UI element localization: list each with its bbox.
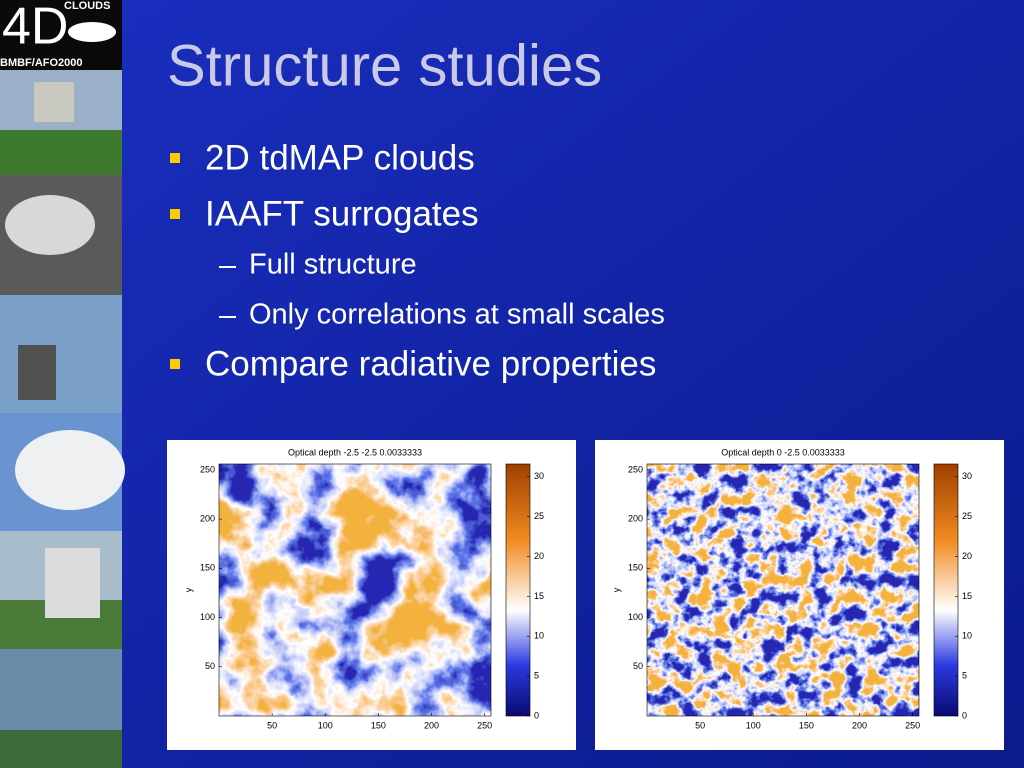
bullet-text: Compare radiative properties — [205, 344, 656, 383]
y-tick-label: 50 — [205, 661, 215, 671]
logo-bottom: BMBF/AFO2000 — [0, 57, 83, 69]
y-tick-label: 250 — [200, 464, 215, 474]
photo-object — [18, 345, 56, 400]
colorbar-tick-label: 0 — [962, 710, 967, 720]
sub-bullet-text: Only correlations at small scales — [249, 299, 665, 331]
bullet-marker — [170, 359, 180, 369]
y-tick-label: 100 — [200, 612, 215, 622]
y-axis-label: y — [611, 587, 621, 592]
photo-object — [34, 82, 74, 122]
photo-object — [45, 548, 100, 618]
sub-bullet-dash — [219, 266, 236, 268]
logo-top: CLOUDS — [64, 0, 110, 12]
y-tick-label: 50 — [633, 661, 643, 671]
y-tick-label: 100 — [628, 612, 643, 622]
sub-bullet-dash — [219, 316, 236, 318]
y-axis-label: y — [183, 587, 193, 592]
figure-title: Optical depth -2.5 -2.5 0.0033333 — [288, 447, 422, 457]
bullet-marker — [170, 209, 180, 219]
bullet-text: IAAFT surrogates — [205, 194, 479, 233]
colorbar-tick-label: 10 — [962, 631, 972, 641]
colorbar-tick-label: 25 — [534, 511, 544, 521]
colorbar-tick-label: 30 — [962, 471, 972, 481]
sub-bullet-text: Full structure — [249, 249, 417, 281]
x-tick-label: 250 — [905, 720, 920, 730]
x-tick-label: 100 — [746, 720, 761, 730]
colorbar-tick-label: 15 — [962, 591, 972, 601]
y-tick-label: 200 — [200, 514, 215, 524]
colorbar-tick-label: 5 — [534, 671, 539, 681]
x-tick-label: 150 — [799, 720, 814, 730]
colorbar-tick-label: 20 — [962, 551, 972, 561]
figure-title: Optical depth 0 -2.5 0.0033333 — [721, 447, 845, 457]
slide-title: Structure studies — [167, 33, 602, 98]
x-tick-label: 200 — [852, 720, 867, 730]
heatmap — [647, 464, 919, 716]
logo-big: 4D — [2, 0, 68, 56]
colorbar-tick-label: 20 — [534, 551, 544, 561]
x-tick-label: 200 — [424, 720, 439, 730]
plot-frame — [646, 463, 920, 717]
sidebar: 4D CLOUDS BMBF/AFO2000 — [0, 0, 125, 768]
heatmap — [219, 464, 491, 716]
colorbar-tick-label: 30 — [534, 471, 544, 481]
logo-cloud — [68, 22, 116, 42]
x-tick-label: 50 — [267, 720, 277, 730]
colorbar-tick-label: 25 — [962, 511, 972, 521]
colorbar — [505, 463, 531, 717]
bullet-text: 2D tdMAP clouds — [205, 138, 475, 177]
plot-frame — [218, 463, 492, 717]
y-tick-label: 150 — [200, 563, 215, 573]
x-tick-label: 250 — [477, 720, 492, 730]
colorbar — [933, 463, 959, 717]
x-tick-label: 150 — [371, 720, 386, 730]
photo-grass — [0, 130, 122, 175]
x-tick-label: 50 — [695, 720, 705, 730]
colorbar-tick-label: 0 — [534, 710, 539, 720]
bullet-marker — [170, 153, 180, 163]
y-tick-label: 200 — [628, 514, 643, 524]
x-tick-label: 100 — [318, 720, 333, 730]
colorbar-tick-label: 10 — [534, 631, 544, 641]
photo-cloud — [15, 430, 125, 510]
y-tick-label: 150 — [628, 563, 643, 573]
photo-cloud — [5, 195, 95, 255]
colorbar-tick-label: 5 — [962, 671, 967, 681]
photo-grass — [0, 730, 122, 768]
y-tick-label: 250 — [628, 464, 643, 474]
colorbar-tick-label: 15 — [534, 591, 544, 601]
